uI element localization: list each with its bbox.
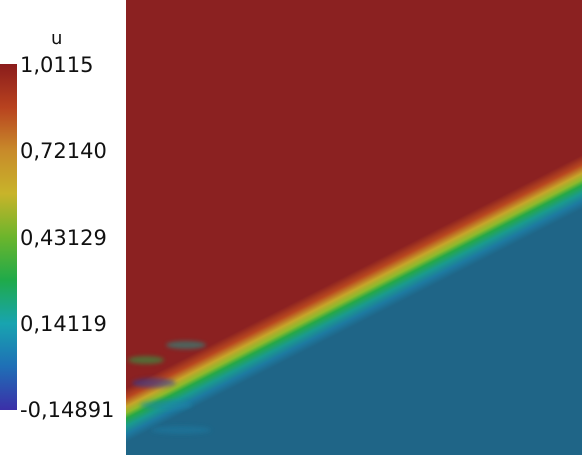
colorbar: [0, 64, 17, 410]
solution-field-plot: [126, 0, 582, 455]
noise-artifacts: [128, 341, 211, 434]
legend-tick-4: 0,14119: [20, 312, 107, 336]
color-legend: u 1,0115 0,72140 0,43129 0,14119 -0,1489…: [0, 0, 126, 455]
legend-tick-3: 0,43129: [20, 226, 107, 250]
legend-tick-min: -0,14891: [20, 398, 115, 422]
legend-tick-max: 1,0115: [20, 53, 94, 77]
legend-title: u: [51, 28, 63, 49]
field-background: [126, 0, 582, 455]
legend-tick-2: 0,72140: [20, 139, 107, 163]
